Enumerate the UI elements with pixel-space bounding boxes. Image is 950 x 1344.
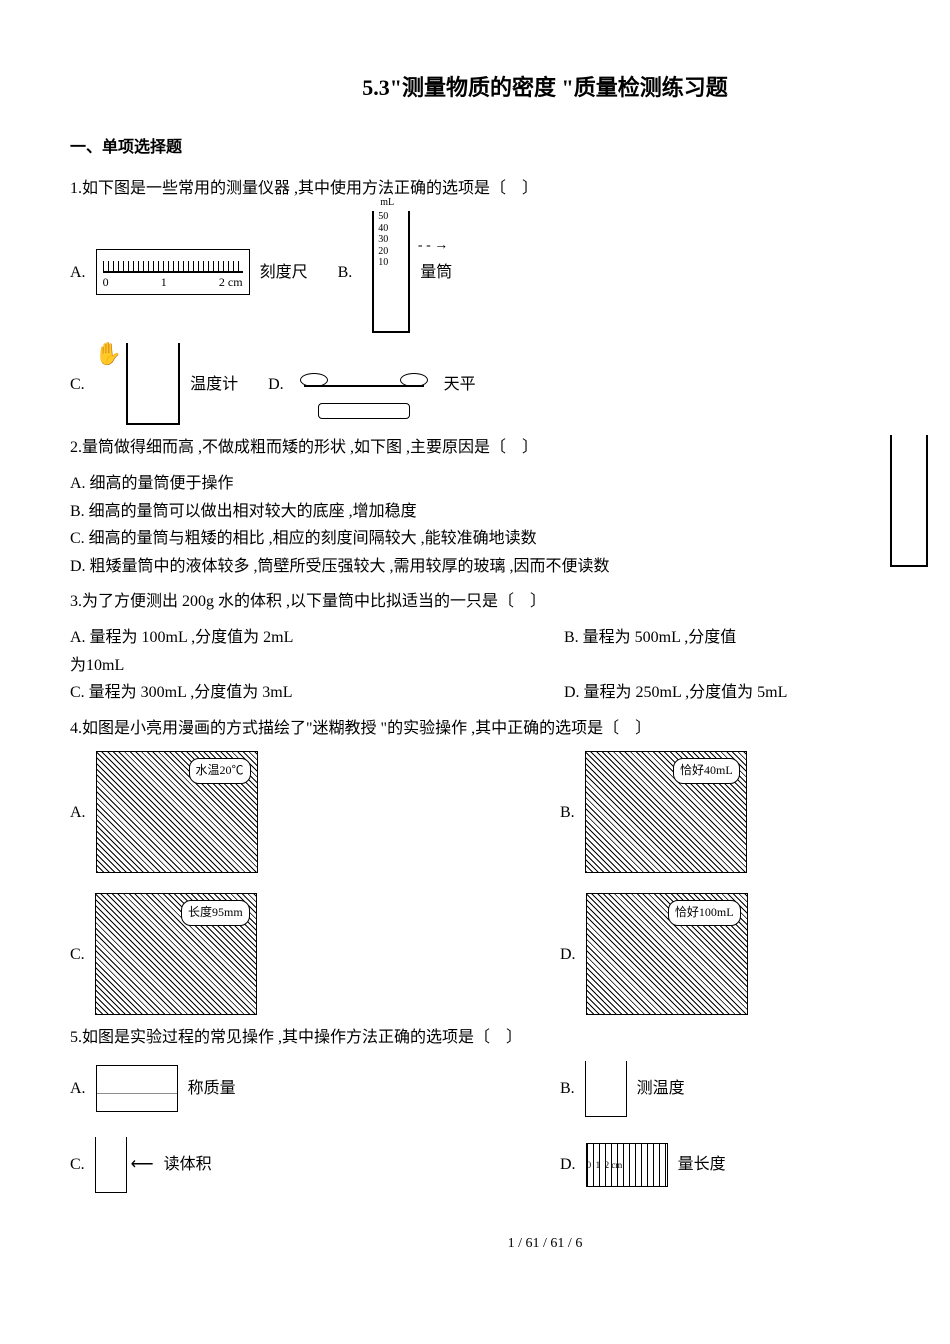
q2-opt-b: B. 细高的量筒可以做出相对较大的底座 ,增加稳度 — [70, 499, 950, 525]
q3-opt-b-part1: B. 量程为 500mL ,分度值 — [564, 625, 736, 651]
q5-opt-a: A. 称质量 — [70, 1065, 530, 1112]
q3-stem: 3.为了方便测出 200g 水的体积 ,以下量筒中比拟适当的一只是〔 〕 — [70, 589, 950, 615]
q3-opt-a: A. 量程为 100mL ,分度值为 2mL — [70, 625, 564, 651]
q2-opt-a: A. 细高的量筒便于操作 — [70, 471, 950, 497]
q5-opt-d: D. 0 1 2 cm 量长度 — [560, 1143, 950, 1187]
graduated-cylinder-icon: mL 50 40 30 20 10 - - → — [372, 211, 410, 333]
q5-a-label: 称质量 — [188, 1076, 236, 1102]
balance-mini-icon — [96, 1065, 178, 1112]
tall-cylinder-icon — [890, 435, 928, 567]
q5-d-letter: D. — [560, 1152, 576, 1178]
q4-d-letter: D. — [560, 942, 576, 968]
q1-c-letter: C. — [70, 372, 85, 398]
q1-b-label: 量筒 — [420, 260, 452, 286]
q1-opt-c: C. ✋ 温度计 — [70, 343, 238, 425]
q1-d-letter: D. — [268, 372, 284, 398]
q4-stem: 4.如图是小亮用漫画的方式描绘了"迷糊教授 "的实验操作 ,其中正确的选项是〔 … — [70, 716, 950, 742]
q1-c-label: 温度计 — [190, 372, 238, 398]
q2-figure — [890, 435, 950, 595]
q1-d-label: 天平 — [444, 372, 476, 398]
speech-bubble: 水温20℃ — [189, 758, 251, 783]
q4-opt-c: C. 长度95mm — [70, 893, 530, 1015]
q5-d-label: 量长度 — [678, 1152, 726, 1178]
cartoon-professor-c-icon: 长度95mm — [95, 893, 257, 1015]
q1-opt-b: B. mL 50 40 30 20 10 - - → 量筒 — [338, 211, 453, 333]
q4-c-letter: C. — [70, 942, 85, 968]
cyl-val: 30 — [378, 234, 388, 245]
page-title: 5.3"测量物质的密度 "质量检测练习题 — [70, 70, 950, 105]
ruler-mini-icon: 0 1 2 cm — [586, 1143, 668, 1187]
q4-a-letter: A. — [70, 800, 86, 826]
q5-a-letter: A. — [70, 1076, 86, 1102]
q4-b-letter: B. — [560, 800, 575, 826]
speech-bubble: 恰好100mL — [668, 900, 741, 925]
ruler-mark: 0 — [103, 273, 109, 292]
page-footer: 1 / 61 / 61 / 6 — [70, 1233, 950, 1255]
cyl-val: 20 — [378, 246, 388, 257]
q1-opt-d: D. 天平 — [268, 349, 476, 419]
q5-c-label: 读体积 — [164, 1152, 212, 1178]
q1-options-row2: C. ✋ 温度计 D. 天平 — [70, 343, 950, 425]
cylinder-mini-icon — [95, 1137, 127, 1193]
q2-opt-c: C. 细高的量筒与粗矮的相比 ,相应的刻度间隔较大 ,能较准确地读数 — [70, 526, 950, 552]
q1-a-letter: A. — [70, 260, 86, 286]
q5-c-letter: C. — [70, 1152, 85, 1178]
q5-grid: A. 称质量 B. 测温度 C. ⟵ 读体积 D. 0 1 2 cm 量长度 — [70, 1061, 950, 1193]
q5-opt-c: C. ⟵ 读体积 — [70, 1137, 530, 1193]
cyl-unit: mL — [380, 195, 394, 211]
q5-b-letter: B. — [560, 1076, 575, 1102]
q1-options-row1: A. 0 1 2 cm 刻度尺 B. mL 50 40 30 20 10 - -… — [70, 211, 950, 333]
q5-b-label: 测温度 — [637, 1076, 685, 1102]
q1-a-label: 刻度尺 — [260, 260, 308, 286]
q2-stem: 2.量筒做得细而高 ,不做成粗而矮的形状 ,如下图 ,主要原因是〔 〕 — [70, 435, 950, 461]
q2-opt-d: D. 粗矮量筒中的液体较多 ,筒壁所受压强较大 ,需用较厚的玻璃 ,因而不便读数 — [70, 554, 950, 580]
speech-bubble: 恰好40mL — [673, 758, 740, 783]
q4-opt-a: A. 水温20℃ — [70, 751, 530, 873]
q5-opt-b: B. 测温度 — [560, 1061, 950, 1117]
q1-stem: 1.如下图是一些常用的测量仪器 ,其中使用方法正确的选项是〔 〕 — [70, 176, 950, 202]
ruler-mark: 1 — [161, 273, 167, 292]
cartoon-professor-b-icon: 恰好40mL — [585, 751, 747, 873]
section-heading: 一、单项选择题 — [70, 135, 950, 161]
cartoon-professor-d-icon: 恰好100mL — [586, 893, 748, 1015]
q5-stem: 5.如图是实验过程的常见操作 ,其中操作方法正确的选项是〔 〕 — [70, 1025, 950, 1051]
q3-opt-b-part2: 为10mL — [70, 653, 950, 679]
cyl-val: 40 — [378, 223, 388, 234]
ruler-icon: 0 1 2 cm — [96, 249, 250, 295]
eye-arrow-icon: ⟵ — [131, 1152, 154, 1178]
balance-scale-icon — [294, 349, 434, 419]
q3-opt-d: D. 量程为 250mL ,分度值为 5mL — [564, 680, 787, 706]
q3-opt-c: C. 量程为 300mL ,分度值为 3mL — [70, 680, 564, 706]
q1-opt-a: A. 0 1 2 cm 刻度尺 — [70, 249, 308, 295]
thermometer-mini-icon — [585, 1061, 627, 1117]
arrow-icon: - - → — [418, 235, 448, 257]
cartoon-professor-a-icon: 水温20℃ — [96, 751, 258, 873]
q1-b-letter: B. — [338, 260, 353, 286]
cyl-val: 10 — [378, 257, 388, 268]
cyl-val: 50 — [378, 211, 388, 222]
q4-grid: A. 水温20℃ B. 恰好40mL C. 长度95mm D. 恰好100mL — [70, 751, 950, 1015]
q4-opt-d: D. 恰好100mL — [560, 893, 950, 1015]
ruler-mark: 2 cm — [219, 273, 243, 292]
q4-opt-b: B. 恰好40mL — [560, 751, 950, 873]
speech-bubble: 长度95mm — [181, 900, 250, 925]
thermometer-icon: ✋ — [95, 343, 180, 425]
